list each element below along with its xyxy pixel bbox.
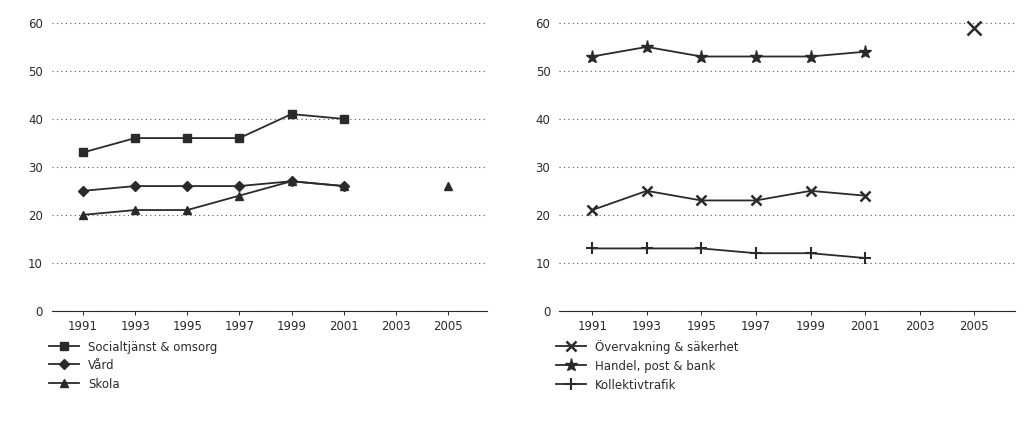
Kollektivtrafik	[804, 250, 816, 256]
Skola	[233, 193, 246, 198]
Skola	[77, 212, 89, 218]
Handel, post & bank	[640, 44, 653, 50]
Kollektivtrafik	[750, 250, 762, 256]
Line: Handel, post & bank: Handel, post & bank	[585, 40, 871, 63]
Handel, post & bank	[586, 54, 599, 59]
Vård	[285, 178, 297, 184]
Socialtjänst & omsorg	[285, 111, 297, 117]
Line: Kollektivtrafik: Kollektivtrafik	[586, 242, 871, 264]
Kollektivtrafik	[695, 246, 708, 251]
Vård	[128, 183, 141, 189]
Övervakning & säkerhet	[859, 193, 871, 198]
Legend: Socialtjänst & omsorg, Vård, Skola: Socialtjänst & omsorg, Vård, Skola	[49, 341, 218, 392]
Handel, post & bank	[859, 49, 871, 54]
Vård	[233, 183, 246, 189]
Socialtjänst & omsorg	[233, 135, 246, 141]
Line: Övervakning & säkerhet: Övervakning & säkerhet	[587, 186, 870, 215]
Kollektivtrafik	[640, 246, 653, 251]
Line: Skola: Skola	[79, 177, 348, 219]
Socialtjänst & omsorg	[128, 135, 141, 141]
Line: Vård: Vård	[80, 178, 347, 194]
Övervakning & säkerhet	[804, 188, 816, 194]
Legend: Övervakning & säkerhet, Handel, post & bank, Kollektivtrafik: Övervakning & säkerhet, Handel, post & b…	[556, 341, 739, 392]
Kollektivtrafik	[859, 255, 871, 261]
Skola	[128, 207, 141, 213]
Handel, post & bank	[804, 54, 816, 59]
Skola	[285, 178, 297, 184]
Socialtjänst & omsorg	[77, 150, 89, 155]
Handel, post & bank	[750, 54, 762, 59]
Övervakning & säkerhet	[640, 188, 653, 194]
Övervakning & säkerhet	[586, 207, 599, 213]
Vård	[338, 183, 350, 189]
Övervakning & säkerhet	[750, 198, 762, 203]
Line: Socialtjänst & omsorg: Socialtjänst & omsorg	[79, 110, 347, 156]
Vård	[181, 183, 194, 189]
Socialtjänst & omsorg	[338, 116, 350, 122]
Handel, post & bank	[695, 54, 708, 59]
Kollektivtrafik	[586, 246, 599, 251]
Socialtjänst & omsorg	[181, 135, 194, 141]
Övervakning & säkerhet	[695, 198, 708, 203]
Vård	[77, 188, 89, 194]
Skola	[181, 207, 194, 213]
Skola	[338, 183, 350, 189]
